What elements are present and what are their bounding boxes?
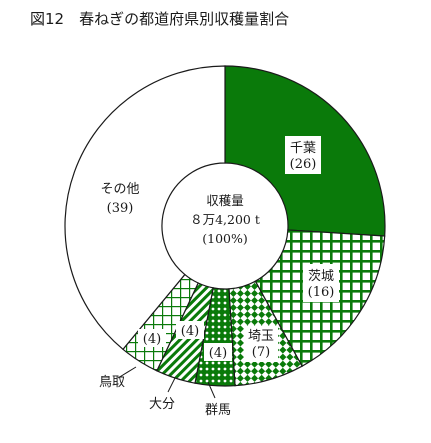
- slice-label-value-1: (16): [308, 285, 335, 300]
- slice-label-name-5: 鳥取: [99, 375, 125, 390]
- leader-line-5: [117, 366, 137, 379]
- slice-label-name-3: 群馬: [205, 403, 231, 418]
- slice-label-value-4: (4): [181, 324, 199, 339]
- leader-line-4: [167, 377, 176, 393]
- label-box-1: [303, 264, 339, 302]
- label-box-4: [176, 321, 204, 339]
- slice-label-value-2: (7): [252, 345, 270, 360]
- slice-label-name-2: 埼玉: [248, 329, 274, 344]
- label-box-0: [285, 136, 321, 174]
- label-box-3: [204, 343, 232, 361]
- center-label-value: ８万4,200 t: [190, 212, 260, 227]
- slice-label-name-0: 千葉: [290, 141, 316, 156]
- label-box-2: [244, 326, 278, 362]
- slice-label-value-3: (4): [209, 346, 227, 361]
- slice-6: [64, 65, 226, 351]
- slice-label-value-0: (26): [290, 157, 317, 172]
- center-label-percent: (100%): [202, 231, 248, 246]
- slice-label-value-6: (39): [107, 201, 134, 216]
- slice-label-name-6: その他: [100, 182, 139, 197]
- center-label: 収穫量 ８万4,200 t (100%): [190, 193, 260, 246]
- slice-label-name-4: 大分: [149, 397, 175, 412]
- chart-title: 図12 春ねぎの都道府県別収穫量割合: [30, 10, 289, 28]
- center-label-title: 収穫量: [206, 193, 244, 208]
- label-box-5: [138, 329, 166, 347]
- leader-line-3: [207, 381, 216, 399]
- slice-label-value-5: (4): [143, 332, 161, 347]
- slice-label-name-1: 茨城: [308, 269, 334, 284]
